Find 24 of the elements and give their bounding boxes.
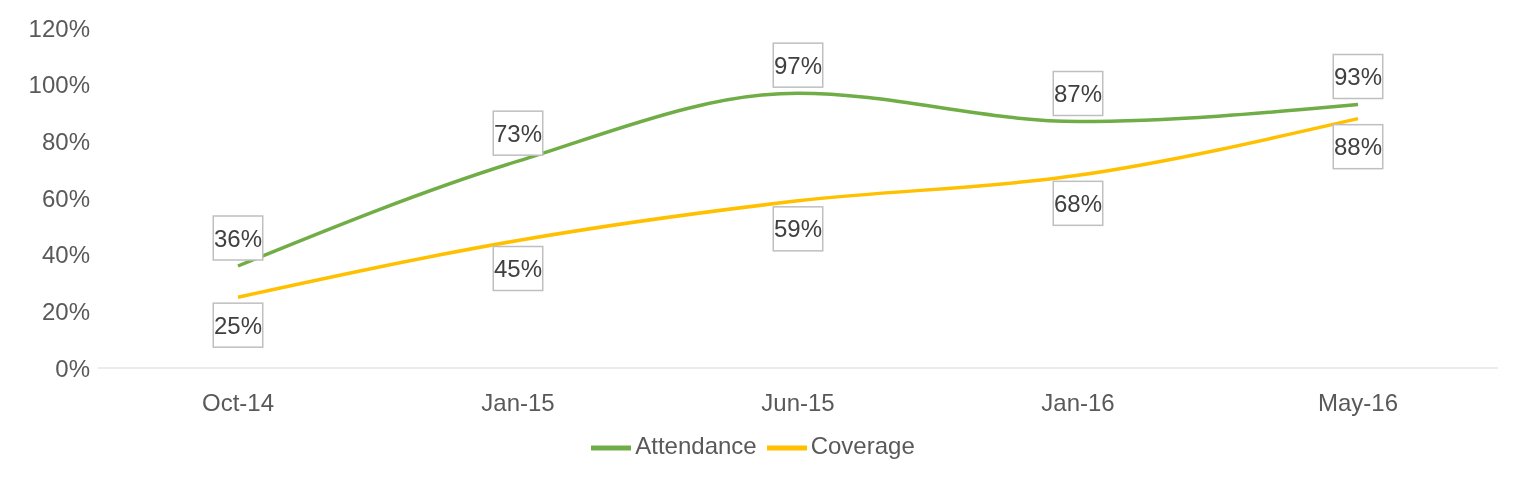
data-label: 73% (493, 119, 543, 147)
data-label: 97% (773, 51, 823, 79)
x-tick-label: Oct-14 (201, 389, 275, 417)
y-tick-label: 20% (41, 297, 90, 325)
y-tick-label: 100% (28, 71, 90, 99)
x-tick-label: Jan-16 (1041, 389, 1115, 417)
data-label: 36% (213, 224, 263, 252)
x-tick-label: May-16 (1317, 389, 1399, 417)
data-label: 93% (1333, 63, 1383, 90)
legend-label: Attendance (635, 432, 757, 460)
data-label: 25% (213, 311, 263, 339)
legend-label: Coverage (810, 432, 915, 460)
y-tick-label: 120% (28, 14, 90, 42)
y-tick-label: 60% (41, 184, 90, 212)
data-label: 45% (493, 255, 543, 282)
x-tick-label: Jan-15 (481, 389, 555, 417)
data-label: 68% (1053, 189, 1103, 217)
data-label: 87% (1053, 80, 1103, 107)
y-tick-label: 40% (41, 241, 90, 269)
data-label: 59% (773, 215, 823, 243)
data-label: 88% (1333, 133, 1383, 161)
x-tick-label: Jun-15 (761, 389, 835, 417)
y-tick-label: 80% (41, 127, 90, 155)
y-tick-label: 0% (55, 354, 90, 382)
